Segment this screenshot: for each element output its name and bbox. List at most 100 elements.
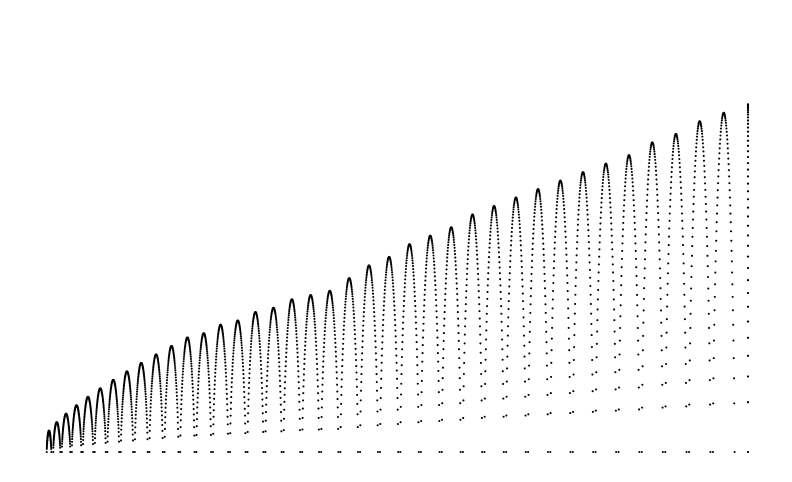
data-point	[746, 224, 750, 227]
data-point	[159, 393, 163, 396]
data-point	[607, 181, 610, 185]
data-point	[679, 170, 682, 174]
data-point	[573, 345, 576, 349]
data-point	[157, 365, 160, 368]
data-point	[59, 450, 62, 454]
data-point	[533, 205, 537, 208]
data-point	[693, 182, 696, 185]
data-point	[199, 352, 202, 355]
data-point	[52, 446, 55, 449]
data-point	[432, 251, 435, 254]
data-point	[521, 292, 524, 295]
data-point	[403, 282, 406, 285]
data-point	[296, 347, 299, 350]
data-point	[134, 413, 137, 416]
data-point	[240, 337, 243, 340]
data-point	[143, 376, 146, 380]
data-point	[527, 378, 530, 381]
data-point	[595, 342, 598, 345]
data-point	[643, 258, 647, 261]
data-point	[361, 352, 364, 355]
data-point	[161, 418, 164, 422]
data-point	[164, 411, 167, 414]
data-point	[209, 406, 212, 409]
data-point	[325, 306, 328, 309]
data-point	[456, 311, 459, 314]
data-point	[391, 273, 394, 276]
data-point	[405, 254, 409, 257]
data-point	[704, 195, 707, 198]
data-point	[230, 381, 233, 384]
data-point	[71, 440, 74, 443]
data-point	[325, 302, 329, 305]
data-point	[540, 215, 543, 218]
data-point	[647, 165, 650, 168]
data-point	[746, 113, 750, 116]
data-point	[120, 424, 123, 427]
data-point	[587, 229, 590, 232]
data-point	[71, 426, 74, 429]
data-point	[434, 293, 437, 296]
data-point	[702, 146, 705, 149]
data-point	[455, 282, 458, 285]
data-point	[578, 196, 581, 199]
data-point	[660, 321, 663, 324]
data-point	[564, 230, 567, 233]
data-point	[400, 355, 404, 359]
data-point	[380, 369, 383, 372]
data-point	[435, 298, 438, 302]
data-point	[208, 396, 211, 399]
data-point	[600, 201, 603, 204]
data-point	[70, 450, 73, 454]
data-point	[746, 134, 750, 138]
data-point	[173, 364, 177, 367]
data-point	[384, 276, 387, 279]
data-point	[149, 406, 152, 409]
data-point	[174, 379, 178, 382]
data-point	[230, 385, 233, 389]
data-point	[243, 414, 247, 417]
data-point	[524, 450, 527, 454]
data-point	[621, 242, 624, 245]
data-point	[553, 241, 556, 244]
data-point	[364, 289, 367, 292]
data-point	[144, 398, 147, 401]
data-point	[695, 146, 698, 149]
data-point	[380, 354, 383, 357]
data-point	[233, 339, 236, 342]
data-point	[213, 392, 216, 395]
data-point	[690, 275, 693, 279]
data-point	[453, 249, 456, 252]
data-point	[746, 320, 750, 323]
data-point	[294, 321, 297, 324]
data-point	[106, 431, 109, 434]
data-point	[497, 242, 500, 245]
data-point	[464, 310, 467, 313]
data-point	[268, 326, 272, 329]
data-point	[259, 356, 262, 359]
data-point	[229, 432, 232, 435]
data-point	[191, 376, 194, 379]
data-point	[384, 282, 387, 285]
data-point	[728, 182, 731, 185]
data-point	[229, 450, 232, 454]
data-point	[746, 266, 750, 270]
data-point	[190, 365, 193, 368]
data-point	[451, 231, 454, 234]
data-point	[50, 446, 53, 449]
data-point	[180, 403, 183, 406]
data-point	[443, 317, 446, 320]
data-point	[396, 408, 399, 411]
data-point	[534, 200, 537, 203]
data-point	[746, 168, 750, 171]
data-point	[649, 148, 652, 151]
data-point	[469, 224, 472, 227]
data-point	[694, 150, 697, 153]
data-point	[353, 333, 356, 336]
data-point	[205, 343, 208, 346]
data-point	[334, 346, 337, 349]
data-point	[445, 268, 448, 271]
data-point	[411, 257, 414, 260]
data-point	[256, 322, 260, 325]
data-point	[134, 410, 137, 413]
